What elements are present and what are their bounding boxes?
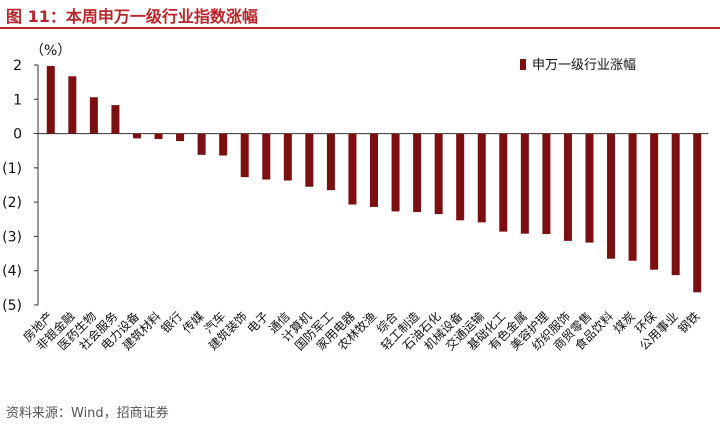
category-label: 煤炭 xyxy=(611,309,638,336)
bar xyxy=(391,133,400,212)
category-label: 传媒 xyxy=(179,309,207,337)
bar xyxy=(520,133,529,234)
y-tick-label: 1 xyxy=(13,92,22,108)
bar xyxy=(154,133,163,140)
bar xyxy=(628,133,637,261)
bar xyxy=(46,66,55,134)
bar xyxy=(111,105,120,134)
y-tick-label: (1) xyxy=(2,161,22,177)
category-label: 钢铁 xyxy=(675,309,702,336)
bar xyxy=(348,133,357,205)
bar xyxy=(68,76,77,134)
y-tick-label: (4) xyxy=(2,264,22,280)
bar xyxy=(671,133,680,276)
category-label: 银行 xyxy=(158,309,185,336)
bar xyxy=(219,133,228,156)
chart-title: 图 11：本周申万一级行业指数涨幅 xyxy=(6,7,258,26)
bar xyxy=(542,133,551,235)
y-tick-label: (2) xyxy=(2,195,22,211)
bar xyxy=(326,133,335,191)
bar xyxy=(176,133,185,142)
bar xyxy=(305,133,314,187)
bar xyxy=(434,133,443,215)
y-tick-label: 2 xyxy=(13,58,22,74)
y-tick-label: (5) xyxy=(2,298,22,314)
legend-label: 申万一级行业涨幅 xyxy=(532,58,636,73)
bar xyxy=(89,97,98,134)
title-divider xyxy=(0,27,720,29)
bar xyxy=(563,133,572,241)
bar xyxy=(132,133,141,139)
source-note: 资料来源：Wind，招商证券 xyxy=(6,406,169,421)
bar xyxy=(585,133,594,243)
legend-swatch xyxy=(520,59,526,70)
bar xyxy=(283,133,292,181)
y-tick-label: (3) xyxy=(2,229,22,245)
y-axis-label: （%） xyxy=(30,43,71,59)
bar xyxy=(693,133,702,293)
bar xyxy=(370,133,378,207)
bar xyxy=(262,133,271,180)
bar xyxy=(499,133,508,232)
y-tick-label: 0 xyxy=(13,127,22,143)
bar xyxy=(197,133,206,155)
bar xyxy=(477,133,486,223)
category-label: 电子 xyxy=(245,309,272,336)
bar xyxy=(650,133,659,270)
bar xyxy=(413,133,422,213)
bar xyxy=(456,133,465,221)
bar xyxy=(240,133,249,178)
bar xyxy=(607,133,616,259)
